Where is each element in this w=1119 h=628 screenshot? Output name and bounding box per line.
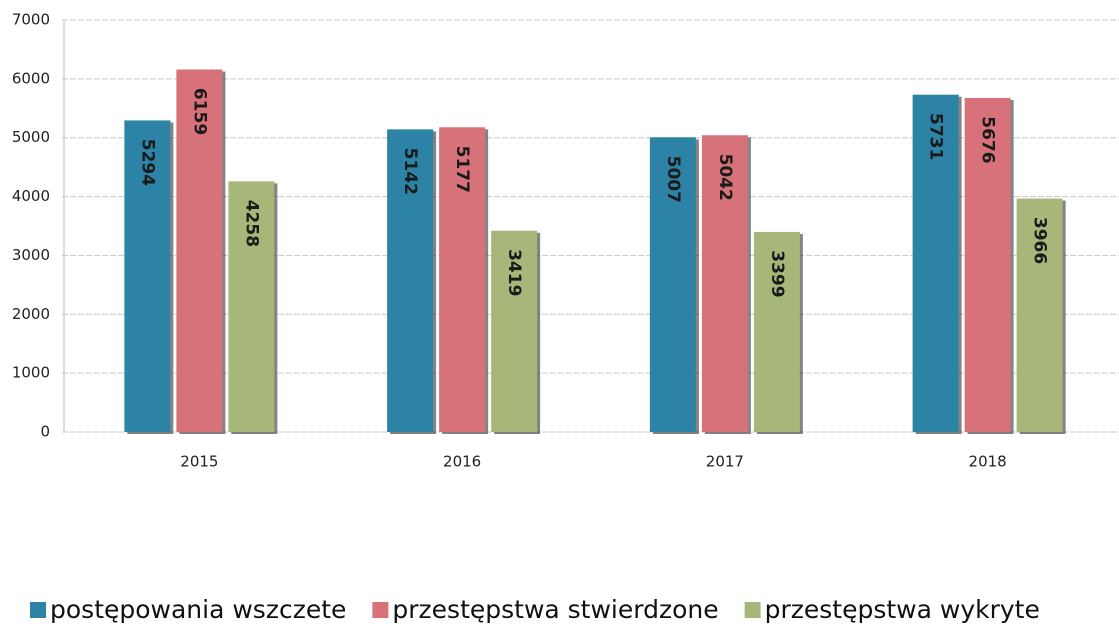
data-label: 5177 [452, 146, 472, 193]
bar [491, 230, 538, 432]
bar [912, 94, 959, 433]
data-label: 5294 [137, 139, 157, 186]
y-tick-label: 4000 [12, 187, 50, 205]
bar [124, 120, 171, 433]
data-label: 6159 [189, 88, 209, 135]
y-tick-label: 2000 [12, 305, 50, 323]
data-label: 3419 [504, 249, 524, 296]
data-label: 5042 [715, 154, 735, 201]
legend-label: przestępstwa stwierdzone [392, 595, 718, 624]
bar [439, 127, 486, 432]
legend-swatch [744, 602, 761, 618]
bar [176, 69, 223, 433]
y-tick-label: 5000 [12, 128, 50, 146]
x-tick-label: 2016 [443, 453, 481, 471]
bar [1016, 198, 1063, 432]
y-tick-label: 0 [40, 423, 50, 441]
data-label: 5142 [400, 148, 420, 195]
bar [228, 181, 275, 432]
legend-label: postępowania wszczete [50, 595, 346, 624]
bar [753, 231, 800, 432]
y-tick-label: 1000 [12, 364, 50, 382]
x-tick-label: 2015 [180, 453, 218, 471]
y-tick-label: 7000 [12, 11, 50, 29]
bar [387, 129, 434, 432]
legend-swatch [372, 602, 389, 618]
data-label: 3966 [1030, 217, 1050, 264]
data-label: 5731 [926, 113, 946, 160]
data-label: 3399 [767, 250, 787, 297]
data-label: 5007 [663, 156, 683, 203]
bar [649, 137, 696, 432]
y-tick-label: 6000 [12, 69, 50, 87]
y-tick-label: 3000 [12, 246, 50, 264]
x-tick-label: 2017 [706, 453, 744, 471]
data-label: 5676 [978, 116, 998, 163]
legend-swatch [30, 602, 46, 618]
bar [964, 97, 1011, 433]
bar [701, 135, 748, 432]
data-label: 4258 [241, 200, 261, 247]
x-tick-label: 2018 [969, 453, 1007, 471]
legend-label: przestępstwa wykryte [765, 595, 1040, 624]
